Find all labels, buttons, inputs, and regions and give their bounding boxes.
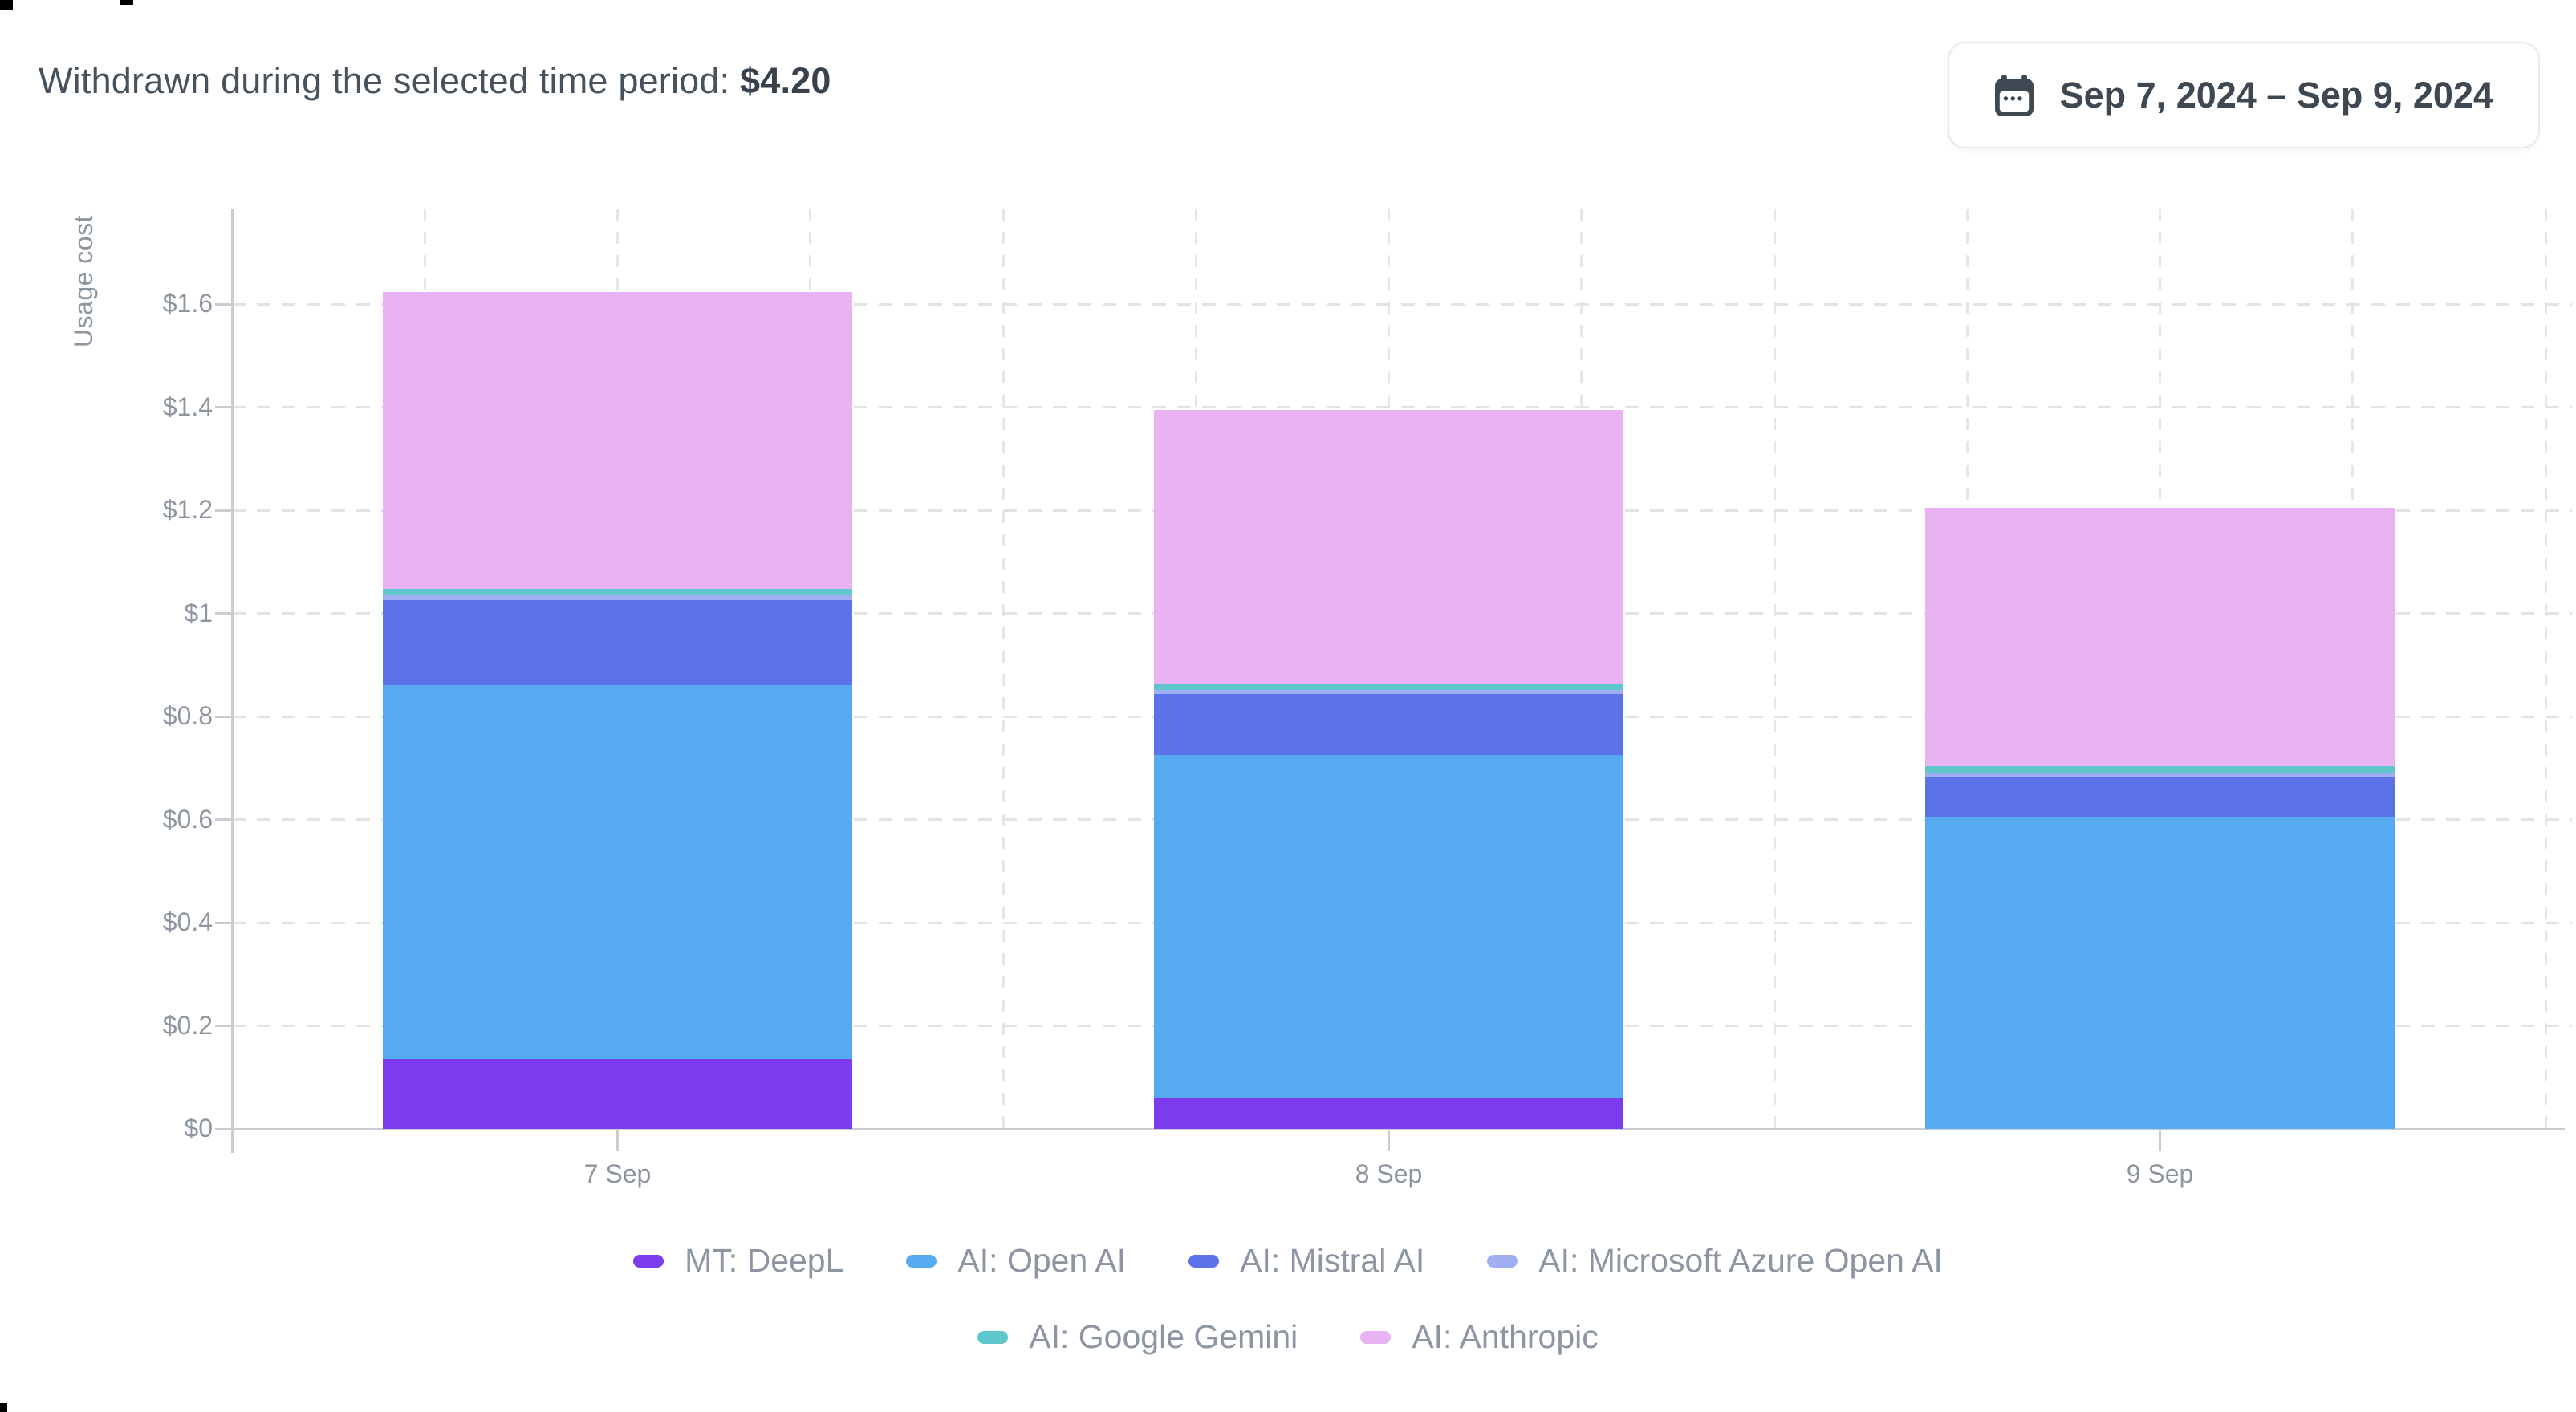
y-axis-tick [215,612,232,615]
legend-marker [1188,1254,1220,1268]
x-axis-line [232,1127,2565,1130]
screen-edge-artifact [0,0,13,10]
vertical-gridline [2544,209,2547,1129]
legend-label: AI: Anthropic [1412,1318,1599,1355]
bar-segment[interactable] [383,588,852,595]
y-axis-tick [215,715,232,718]
y-axis-line [230,209,234,1153]
calendar-icon [1994,74,2034,116]
x-tick-label: 9 Sep [2126,1159,2194,1188]
chart-legend: MT: DeepL AI: Open AI AI: Mistral AI AI: Mi… [0,1242,2576,1356]
legend-label: AI: Open AI [957,1242,1127,1279]
horizontal-gridline [232,406,2572,408]
y-tick-label: $0.4 [162,907,213,936]
bar-segment[interactable] [1925,766,2395,773]
x-tick-label: 8 Sep [1355,1159,1423,1188]
bar-segment[interactable] [383,292,852,589]
vertical-gridline [1002,209,1005,1129]
date-range-button[interactable]: Sep 7, 2024 – Sep 9, 2024 [1947,42,2540,148]
legend-row: AI: Google Gemini AI: Anthropic [977,1318,1599,1356]
bar-segment[interactable] [1925,507,2395,767]
legend-marker [906,1254,937,1268]
y-tick-label: $1.6 [162,289,213,318]
page-title: Withdrawn during the selected time perio… [39,60,831,102]
legend-item[interactable]: AI: Microsoft Azure Open AI [1487,1242,1943,1280]
bar-segment[interactable] [1925,777,2395,818]
y-axis-tick [215,818,232,821]
stacked-bar-chart: Usage cost $0 $0.2 $0.4 $0.6 $0.8 $1 $1.2 $1.4 $… [69,209,2572,1188]
y-axis-tick [215,302,232,306]
legend-item[interactable]: AI: Anthropic [1360,1318,1599,1356]
x-axis-tick [2159,1129,2161,1151]
screen-edge-artifact [120,0,133,5]
x-axis-tick [616,1129,619,1151]
bar-segment[interactable] [383,595,852,601]
vertical-gridline [1773,209,1776,1129]
page-title-text: Withdrawn during the selected time perio… [39,60,730,101]
bar-segment[interactable] [1925,817,2395,1129]
legend-item[interactable]: AI: Mistral AI [1188,1242,1424,1280]
y-tick-label: $0.8 [162,701,213,730]
y-tick-label: $1.4 [162,392,213,421]
horizontal-gridline [232,302,2572,306]
bar-segment[interactable] [1154,755,1623,1098]
bar-segment[interactable] [1154,690,1623,695]
x-tick-label: 7 Sep [583,1159,652,1188]
y-axis-title: Usage cost [69,215,98,348]
bar-segment[interactable] [383,600,852,686]
y-axis-tick [215,1025,232,1027]
bar-segment[interactable] [1154,694,1623,756]
bar-segment[interactable] [1154,409,1623,684]
legend-row: MT: DeepL AI: Open AI AI: Mistral AI AI: Mi… [633,1242,1943,1280]
legend-marker [977,1330,1009,1344]
legend-marker [633,1254,664,1268]
bar-segment[interactable] [1154,1098,1623,1129]
y-axis-tick [215,1127,232,1130]
y-axis-tick [215,921,232,924]
y-tick-label: $1.2 [162,495,213,524]
legend-label: MT: DeepL [685,1242,844,1279]
y-axis-tick [215,509,232,512]
y-tick-label: $0.6 [162,804,213,834]
bar-segment[interactable] [1154,684,1623,691]
legend-item[interactable]: MT: DeepL [633,1242,843,1280]
legend-item[interactable]: AI: Open AI [906,1242,1126,1280]
legend-label: AI: Google Gemini [1029,1318,1298,1355]
bar-segment[interactable] [1925,773,2395,778]
y-tick-label: $0.2 [162,1010,213,1040]
legend-label: AI: Microsoft Azure Open AI [1538,1242,1943,1279]
legend-label: AI: Mistral AI [1240,1242,1425,1279]
screen-edge-artifact [0,1403,7,1412]
bar-segment[interactable] [383,685,852,1060]
legend-marker [1360,1330,1392,1344]
y-tick-label: $0 [184,1114,213,1142]
x-axis-tick [1388,1129,1390,1151]
legend-item[interactable]: AI: Google Gemini [977,1318,1298,1356]
date-range-label: Sep 7, 2024 – Sep 9, 2024 [2059,74,2493,116]
bar-segment[interactable] [383,1059,852,1129]
legend-marker [1487,1254,1518,1268]
y-axis-tick [215,406,232,408]
withdrawn-amount: $4.20 [740,60,831,101]
y-tick-label: $1 [184,598,213,627]
